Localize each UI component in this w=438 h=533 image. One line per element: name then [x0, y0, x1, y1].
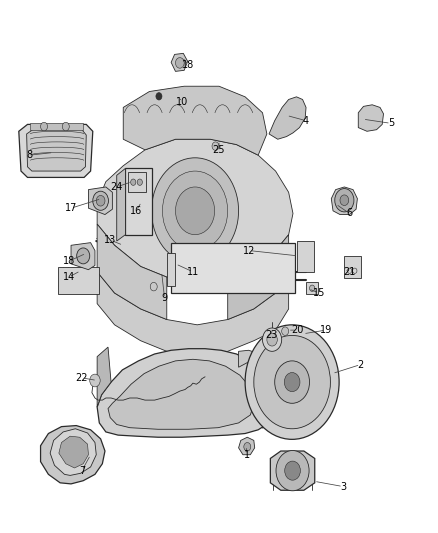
- Polygon shape: [97, 347, 111, 407]
- Polygon shape: [97, 139, 293, 282]
- Text: 19: 19: [319, 325, 332, 335]
- Circle shape: [96, 196, 105, 206]
- Polygon shape: [88, 187, 113, 215]
- Circle shape: [131, 179, 136, 185]
- Text: 18: 18: [63, 256, 75, 266]
- Text: 24: 24: [110, 182, 123, 192]
- Bar: [171, 243, 295, 293]
- Circle shape: [245, 325, 339, 439]
- Bar: [167, 253, 176, 286]
- Text: 17: 17: [65, 203, 77, 213]
- Polygon shape: [270, 451, 315, 490]
- Circle shape: [176, 187, 215, 235]
- Polygon shape: [239, 437, 254, 455]
- Circle shape: [41, 122, 47, 131]
- Polygon shape: [108, 359, 254, 429]
- Text: 16: 16: [130, 206, 142, 216]
- Text: 15: 15: [313, 288, 325, 298]
- Polygon shape: [269, 97, 306, 139]
- Polygon shape: [275, 347, 283, 413]
- Text: 25: 25: [213, 145, 225, 155]
- Circle shape: [267, 333, 277, 346]
- Text: 18: 18: [182, 60, 194, 70]
- Polygon shape: [297, 241, 314, 272]
- Circle shape: [90, 374, 100, 387]
- Polygon shape: [97, 349, 276, 437]
- Circle shape: [340, 195, 349, 206]
- Bar: [344, 256, 361, 278]
- Text: 6: 6: [346, 208, 353, 219]
- Polygon shape: [228, 235, 289, 319]
- Text: 12: 12: [243, 246, 256, 256]
- Polygon shape: [97, 224, 167, 319]
- Text: 20: 20: [291, 325, 304, 335]
- Circle shape: [310, 285, 315, 292]
- Polygon shape: [58, 266, 99, 294]
- Polygon shape: [59, 436, 88, 468]
- Polygon shape: [123, 86, 267, 155]
- Circle shape: [162, 171, 228, 251]
- Circle shape: [137, 179, 142, 185]
- Circle shape: [62, 122, 69, 131]
- Text: 2: 2: [357, 360, 364, 369]
- Circle shape: [282, 327, 289, 335]
- Bar: [128, 172, 146, 192]
- Circle shape: [212, 142, 219, 150]
- Polygon shape: [239, 350, 283, 428]
- Text: 21: 21: [343, 267, 356, 277]
- Polygon shape: [117, 168, 125, 241]
- Text: 4: 4: [303, 116, 309, 126]
- Text: 23: 23: [265, 330, 277, 341]
- Circle shape: [176, 58, 184, 68]
- Circle shape: [77, 248, 90, 264]
- Polygon shape: [358, 105, 384, 131]
- Text: 1: 1: [244, 450, 251, 460]
- Polygon shape: [331, 187, 357, 215]
- Bar: [306, 282, 318, 294]
- Text: 10: 10: [176, 97, 188, 107]
- Polygon shape: [71, 243, 95, 270]
- Polygon shape: [41, 425, 105, 484]
- Polygon shape: [97, 272, 289, 357]
- Text: 14: 14: [63, 272, 75, 282]
- Text: 7: 7: [79, 466, 85, 475]
- Circle shape: [335, 189, 354, 212]
- Text: 22: 22: [76, 373, 88, 383]
- Polygon shape: [171, 53, 187, 71]
- Circle shape: [152, 158, 239, 264]
- Circle shape: [285, 461, 300, 480]
- Circle shape: [244, 442, 251, 451]
- Circle shape: [156, 93, 162, 100]
- Circle shape: [254, 335, 330, 429]
- Polygon shape: [125, 168, 152, 235]
- Polygon shape: [19, 124, 93, 177]
- Circle shape: [262, 328, 282, 351]
- Text: 13: 13: [104, 235, 117, 245]
- Text: 8: 8: [27, 150, 33, 160]
- Polygon shape: [50, 429, 96, 475]
- Polygon shape: [27, 130, 86, 171]
- Text: 9: 9: [162, 293, 168, 303]
- Bar: [30, 123, 83, 130]
- Text: 5: 5: [388, 118, 394, 128]
- Circle shape: [276, 450, 309, 491]
- Text: 3: 3: [340, 481, 346, 491]
- Circle shape: [275, 361, 310, 403]
- Text: 11: 11: [187, 267, 199, 277]
- Circle shape: [284, 373, 300, 392]
- Circle shape: [93, 191, 109, 211]
